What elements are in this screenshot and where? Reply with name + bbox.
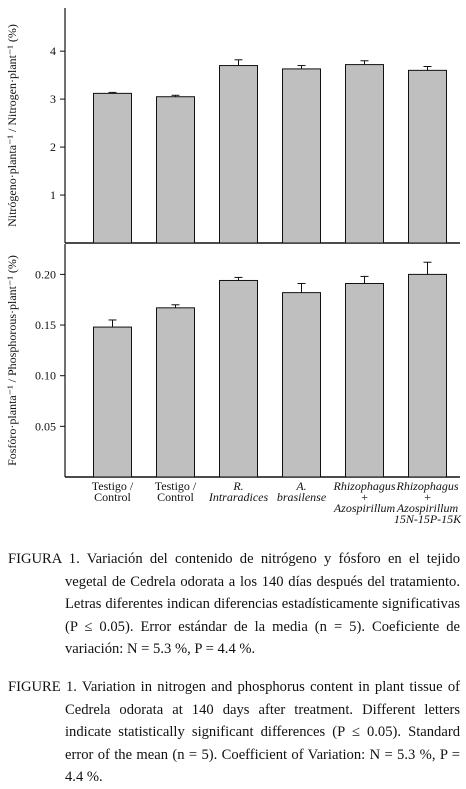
error-bar [297,283,306,293]
y-tick-label: 4 [50,44,56,58]
bar [345,283,384,478]
error-bar [171,304,180,308]
y-tick-label: 0.20 [35,267,56,281]
error-bar [360,275,369,284]
x-tick-label: R. Intraradices [208,479,269,504]
error-bar [108,91,117,94]
bar [219,65,258,244]
caption-label: FIGURA 1. [8,551,80,567]
error-bar [171,94,180,97]
bar [282,292,321,478]
caption-es: FIGURA 1. Variación del contenido de nit… [8,548,460,661]
bar [408,69,447,244]
bar [345,64,384,244]
x-tick-label: Testigo / Control [92,479,134,504]
x-tick-label: Testigo / Control [155,479,197,504]
caption-text: Variation in nitrogen and phosphorus con… [65,679,460,785]
caption-text: Variación del contenido de nitrógeno y f… [65,551,461,657]
error-bar [297,65,306,69]
error-bar [423,261,432,275]
y-tick-label: 1 [50,188,56,202]
bar [93,326,132,478]
bar [156,307,195,478]
error-bar [108,319,117,328]
chart: 1 2 3 4 Nitrógeno·planta⁻¹ / Nitrogen·plant⁻… [5,8,462,526]
error-bar [360,60,369,65]
y-axis-title: Nitrógeno·planta⁻¹ / Nitrogen·plant⁻¹ (%… [5,24,19,227]
bar [93,92,132,244]
x-tick-label: A. brasilense [277,479,327,504]
y-tick-label: 3 [50,92,56,106]
caption-label: FIGURE 1. [8,679,77,695]
bar [282,68,321,244]
y-tick-label: 0.10 [35,369,56,383]
y-tick-label: 2 [50,140,56,154]
y-axis-title: Fosfóro·planta⁻¹ / Phosphorous·plant⁻¹ (… [5,255,19,466]
x-tick-label: Rhizophagus + Azospirillum 15N-15P-15K [394,479,462,526]
y-tick-label: 0.15 [35,318,56,332]
error-bar [423,66,432,71]
bar [408,273,447,478]
bar [156,96,195,244]
y-tick-label: 0.05 [35,419,56,433]
error-bar [234,59,243,66]
error-bar [234,276,243,281]
x-tick-label: Rhizophagus + Azospirillum [332,479,395,515]
caption-en: FIGURE 1. Variation in nitrogen and phos… [8,676,460,789]
bar [219,279,258,478]
